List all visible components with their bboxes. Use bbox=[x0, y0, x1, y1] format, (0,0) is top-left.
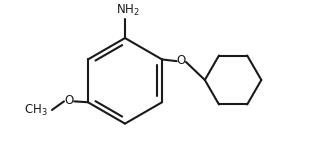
Text: NH$_2$: NH$_2$ bbox=[116, 2, 139, 18]
Text: O: O bbox=[176, 54, 185, 67]
Text: CH$_3$: CH$_3$ bbox=[24, 103, 48, 118]
Text: O: O bbox=[64, 94, 74, 107]
